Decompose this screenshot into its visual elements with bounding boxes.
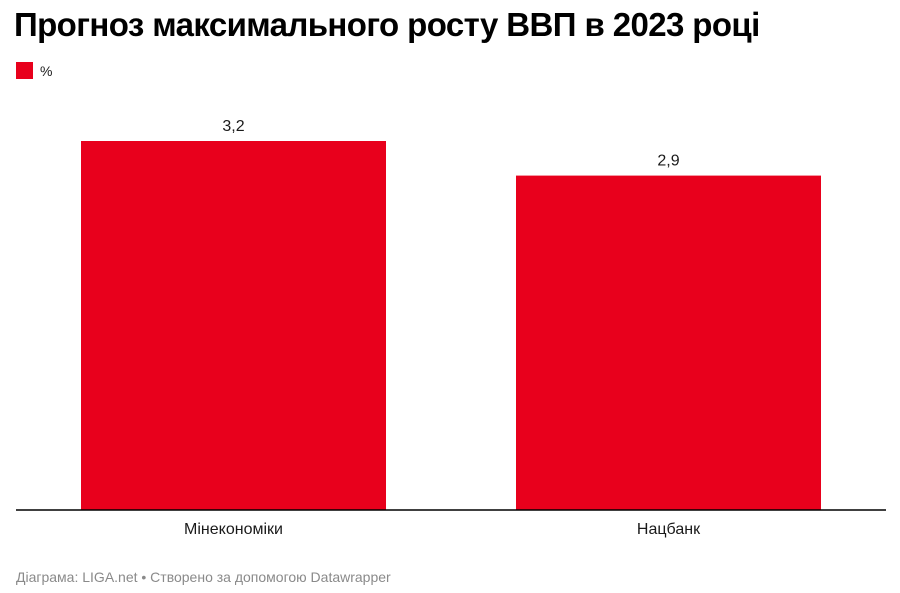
bar-value-label-1: 2,9: [657, 153, 679, 170]
category-label-0: Мінекономіки: [184, 521, 283, 538]
bar-0: [81, 141, 386, 510]
bar-value-label-0: 3,2: [222, 118, 244, 135]
legend: %: [16, 62, 52, 79]
bar-chart: 3,2 Мінекономіки 2,9 Нацбанк: [16, 118, 886, 538]
legend-label: %: [40, 62, 53, 79]
chart-title: Прогноз максимального росту ВВП в 2023 р…: [14, 6, 760, 43]
bar-1: [516, 175, 821, 510]
footer-source: Діаграма: LIGA.net • Створено за допомог…: [16, 569, 391, 585]
bars-layer: 3,2 Мінекономіки 2,9 Нацбанк: [81, 118, 821, 538]
legend-swatch: [16, 62, 33, 79]
category-label-1: Нацбанк: [637, 521, 701, 538]
